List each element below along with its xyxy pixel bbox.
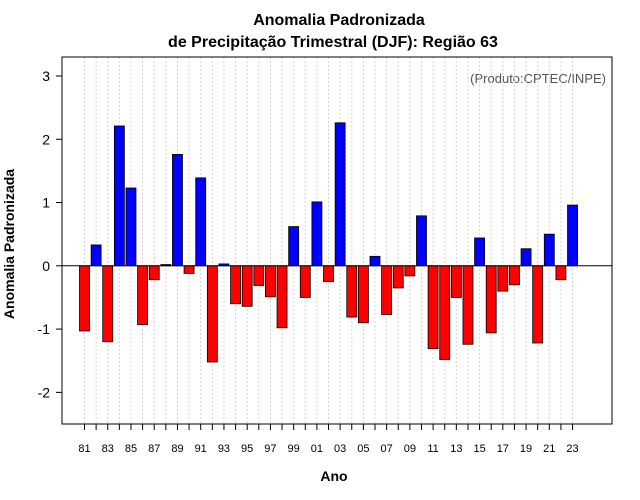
bar-22 xyxy=(555,265,567,281)
x-axis-label: Ano xyxy=(320,468,347,484)
bar-94 xyxy=(230,265,241,305)
x-tick-label: 97 xyxy=(264,443,276,455)
x-tick-label: 87 xyxy=(148,443,160,455)
bar-04 xyxy=(346,265,358,318)
bar-05 xyxy=(357,265,369,324)
bar-92 xyxy=(206,265,218,363)
bar-85 xyxy=(125,187,137,267)
y-tick-label: 0 xyxy=(42,258,50,274)
x-tick-label: 09 xyxy=(404,443,416,455)
bar-84 xyxy=(113,125,125,267)
bar-19 xyxy=(520,248,532,267)
bar-02 xyxy=(323,265,334,283)
bar-96 xyxy=(253,265,265,286)
y-tick-label: 2 xyxy=(42,131,50,147)
x-tick-label: 15 xyxy=(473,443,485,455)
bar-83 xyxy=(102,265,114,343)
x-tick-label: 05 xyxy=(357,443,369,455)
bar-14 xyxy=(462,265,474,345)
bar-23 xyxy=(567,204,578,267)
x-tick-label: 19 xyxy=(520,443,532,455)
bar-10 xyxy=(416,215,427,267)
bar-95 xyxy=(241,265,253,307)
x-tick-label: 85 xyxy=(125,443,137,455)
bar-13 xyxy=(450,265,462,298)
x-tick-label: 83 xyxy=(102,443,114,455)
bar-16 xyxy=(485,265,497,334)
x-tick-label: 81 xyxy=(78,443,90,455)
bar-98 xyxy=(276,265,288,329)
x-tick-label: 89 xyxy=(171,443,183,455)
x-tick-label: 11 xyxy=(427,443,438,455)
plot-border xyxy=(61,56,613,425)
x-tick-label: 17 xyxy=(497,443,509,455)
bar-00 xyxy=(299,265,311,298)
x-tick-label: 13 xyxy=(450,443,462,455)
bar-08 xyxy=(392,265,404,289)
x-tick-label: 21 xyxy=(543,443,555,455)
bar-09 xyxy=(404,265,416,277)
bar-15 xyxy=(474,237,485,267)
bar-87 xyxy=(148,265,160,281)
bar-01 xyxy=(311,201,323,267)
bar-11 xyxy=(427,265,439,350)
bar-12 xyxy=(439,265,451,360)
x-tick-label: 99 xyxy=(288,443,300,455)
grid-lines xyxy=(84,57,574,424)
y-tick-label: -2 xyxy=(38,384,51,400)
bar-07 xyxy=(381,265,393,315)
bar-06 xyxy=(369,255,381,267)
x-tick-label: 23 xyxy=(566,443,578,455)
bar-20 xyxy=(532,265,544,344)
x-tick-label: 95 xyxy=(241,443,253,455)
y-tick-label: -1 xyxy=(38,321,51,337)
bar-89 xyxy=(172,154,183,267)
y-tick-label: 3 xyxy=(42,68,50,84)
bar-18 xyxy=(509,265,520,286)
x-tick-label: 01 xyxy=(311,443,323,455)
chart-title: Anomalia Padronizada xyxy=(253,12,425,29)
bar-99 xyxy=(288,226,300,267)
bar-86 xyxy=(137,265,149,326)
y-axis-label: Anomalia Padronizada xyxy=(1,169,17,319)
x-tick-label: 07 xyxy=(380,443,392,455)
x-tick-label: 91 xyxy=(195,443,207,455)
bar-91 xyxy=(195,177,207,267)
bar-97 xyxy=(265,265,276,298)
bar-03 xyxy=(334,122,346,267)
bar-21 xyxy=(543,233,555,267)
bar-82 xyxy=(90,244,102,267)
bar-81 xyxy=(79,265,90,332)
bars-group xyxy=(79,122,578,363)
y-tick-label: 1 xyxy=(42,195,50,211)
chart-subtitle: de Precipitação Trimestral (DJF): Região… xyxy=(168,34,498,51)
x-tick-label: 03 xyxy=(334,443,346,455)
bar-90 xyxy=(183,265,195,274)
bar-17 xyxy=(497,265,509,292)
x-tick-label: 93 xyxy=(218,443,230,455)
